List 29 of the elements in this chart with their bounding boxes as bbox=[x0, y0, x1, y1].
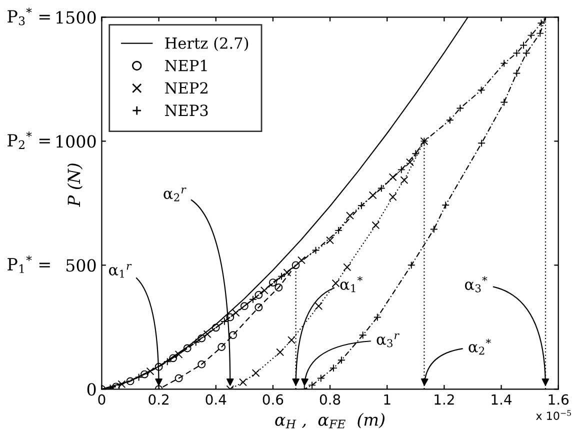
legend-label: Hertz (2.7) bbox=[165, 37, 248, 52]
legend-label: NEP3 bbox=[165, 104, 208, 116]
y-axis-title: P (N) bbox=[67, 164, 83, 207]
annotation: α$_{2}$$^{r}$ bbox=[164, 188, 186, 202]
x-tick-label: 0.4 bbox=[206, 394, 226, 405]
text: x 10$^{−5}$ bbox=[536, 410, 571, 420]
legend-label: NEP1 bbox=[165, 60, 207, 72]
annotation: α$_{2}$$^{*}$ bbox=[468, 338, 491, 355]
annotation: α$_{1}$$^{*}$ bbox=[340, 276, 362, 292]
x-tick-label: 1.4 bbox=[492, 394, 512, 405]
y-tick-label: 1000 bbox=[56, 135, 96, 148]
x-tick-label: 0.2 bbox=[148, 394, 168, 405]
text: P$_{1}$$^{*}$ = bbox=[8, 256, 50, 273]
annotation: α$_{1}$$^{r}$ bbox=[108, 264, 132, 278]
legend-label: NEP2 bbox=[165, 82, 208, 94]
text: P$_{2}$$^{*}$ = bbox=[8, 132, 50, 149]
x-tick-label: 1.2 bbox=[434, 394, 454, 405]
x-tick-label: 1 bbox=[384, 394, 390, 405]
annotation: α$_{3}$$^{*}$ bbox=[464, 276, 488, 292]
text: P$_{3}$$^{*}$ = bbox=[8, 8, 50, 26]
x-tick-label: 1.6 bbox=[548, 394, 569, 405]
y-tick-label: 500 bbox=[66, 259, 96, 272]
y-tick-label: 1500 bbox=[56, 11, 96, 24]
x-tick-label: 0.8 bbox=[320, 394, 340, 405]
y-tick-label: 0 bbox=[87, 383, 96, 396]
x-tick-label: 0.6 bbox=[262, 394, 284, 405]
x-axis-title: α$_{H}$ , α$_{FE}$ (m) bbox=[275, 413, 384, 428]
x-tick-label: 0 bbox=[98, 394, 106, 405]
annotation: α$_{3}$$^{r}$ bbox=[376, 333, 400, 348]
